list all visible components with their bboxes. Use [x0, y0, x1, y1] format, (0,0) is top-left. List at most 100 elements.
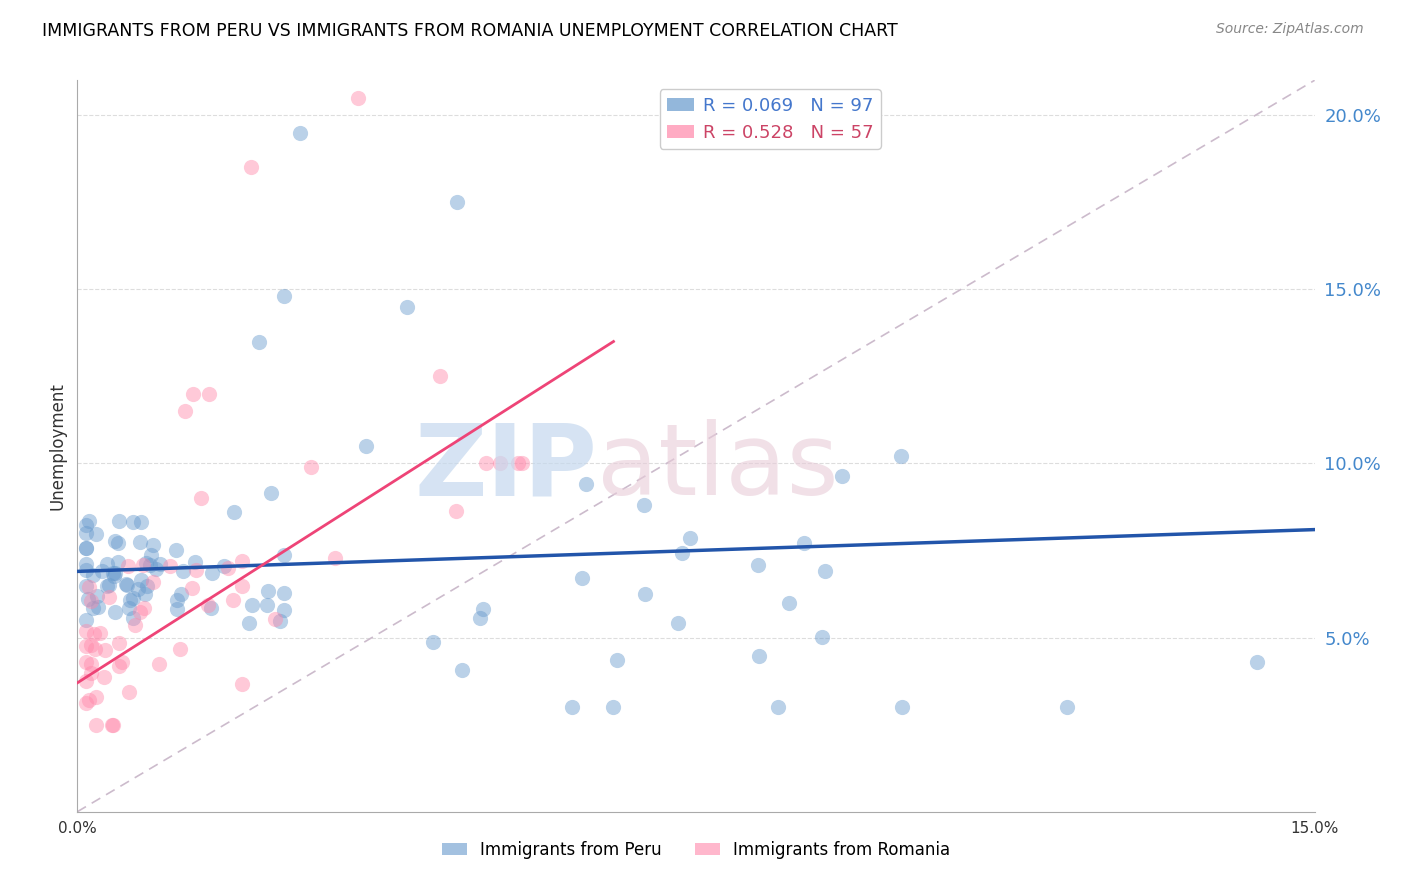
Immigrants from Peru: [602, 700, 624, 714]
Immigrants from Romania: [190, 491, 212, 506]
Immigrants from Peru: [101, 566, 124, 581]
Immigrants from Peru: [165, 542, 187, 557]
Immigrants from Romania: [117, 685, 139, 699]
Immigrants from Peru: [831, 469, 853, 483]
Immigrants from Romania: [198, 386, 221, 401]
Immigrants from Romania: [98, 591, 121, 605]
Immigrants from Romania: [181, 386, 204, 401]
Immigrants from Peru: [256, 598, 278, 612]
Immigrants from Peru: [86, 589, 108, 603]
Immigrants from Romania: [80, 657, 103, 672]
Immigrants from Peru: [127, 582, 149, 596]
Immigrants from Peru: [273, 603, 295, 617]
Immigrants from Peru: [172, 564, 194, 578]
Immigrants from Peru: [77, 514, 100, 528]
Immigrants from Peru: [82, 600, 104, 615]
Immigrants from Romania: [231, 579, 253, 593]
Immigrants from Peru: [768, 700, 790, 714]
Immigrants from Peru: [200, 600, 222, 615]
Immigrants from Peru: [91, 565, 114, 579]
Immigrants from Romania: [506, 457, 529, 471]
Immigrants from Romania: [80, 666, 103, 681]
Immigrants from Peru: [747, 558, 769, 572]
Immigrants from Peru: [86, 600, 108, 615]
Immigrants from Romania: [75, 655, 97, 669]
Immigrants from Romania: [264, 612, 287, 626]
Immigrants from Romania: [325, 551, 347, 566]
Immigrants from Peru: [129, 573, 152, 587]
Immigrants from Romania: [231, 677, 253, 691]
Immigrants from Romania: [80, 594, 103, 608]
Immigrants from Peru: [212, 559, 235, 574]
Immigrants from Peru: [269, 614, 291, 628]
Immigrants from Peru: [139, 548, 162, 562]
Immigrants from Romania: [129, 605, 152, 619]
Immigrants from Peru: [472, 602, 495, 616]
Immigrants from Romania: [429, 369, 451, 384]
Immigrants from Peru: [634, 587, 657, 601]
Immigrants from Peru: [575, 477, 598, 491]
Immigrants from Peru: [75, 613, 97, 627]
Immigrants from Romania: [124, 618, 146, 632]
Immigrants from Peru: [134, 587, 156, 601]
Immigrants from Peru: [170, 586, 193, 600]
Immigrants from Peru: [561, 700, 583, 714]
Immigrants from Romania: [142, 574, 165, 589]
Immigrants from Romania: [77, 580, 100, 594]
Immigrants from Peru: [184, 555, 207, 569]
Immigrants from Peru: [633, 498, 655, 512]
Immigrants from Peru: [115, 578, 138, 592]
Immigrants from Romania: [132, 558, 155, 572]
Immigrants from Romania: [299, 459, 322, 474]
Immigrants from Peru: [240, 599, 263, 613]
Immigrants from Peru: [224, 505, 246, 519]
Immigrants from Romania: [446, 504, 468, 518]
Immigrants from Romania: [83, 627, 105, 641]
Immigrants from Peru: [104, 533, 127, 548]
Immigrants from Peru: [128, 535, 150, 549]
Immigrants from Romania: [181, 581, 204, 595]
Immigrants from Peru: [571, 571, 593, 585]
Immigrants from Peru: [811, 630, 834, 644]
Immigrants from Peru: [76, 592, 98, 607]
Immigrants from Peru: [606, 652, 628, 666]
Immigrants from Peru: [273, 585, 295, 599]
Immigrants from Romania: [111, 655, 134, 669]
Immigrants from Peru: [288, 126, 311, 140]
Immigrants from Peru: [75, 541, 97, 555]
Immigrants from Peru: [891, 700, 914, 714]
Immigrants from Romania: [75, 639, 97, 653]
Immigrants from Peru: [121, 591, 143, 605]
Immigrants from Romania: [80, 639, 103, 653]
Immigrants from Peru: [107, 514, 129, 528]
Immigrants from Romania: [148, 657, 170, 671]
Text: atlas: atlas: [598, 419, 838, 516]
Immigrants from Romania: [346, 91, 368, 105]
Immigrants from Peru: [115, 576, 138, 591]
Immigrants from Romania: [186, 563, 208, 577]
Immigrants from Peru: [75, 526, 97, 541]
Immigrants from Romania: [173, 404, 195, 418]
Immigrants from Peru: [84, 526, 107, 541]
Immigrants from Peru: [96, 557, 118, 571]
Immigrants from Romania: [89, 625, 111, 640]
Immigrants from Peru: [201, 566, 224, 581]
Immigrants from Peru: [793, 536, 815, 550]
Immigrants from Peru: [135, 556, 157, 570]
Immigrants from Romania: [510, 457, 533, 471]
Immigrants from Romania: [134, 600, 156, 615]
Immigrants from Romania: [75, 624, 97, 638]
Immigrants from Romania: [231, 554, 253, 568]
Immigrants from Peru: [166, 602, 188, 616]
Immigrants from Peru: [354, 439, 377, 453]
Immigrants from Romania: [117, 558, 139, 573]
Immigrants from Peru: [1056, 700, 1078, 714]
Immigrants from Peru: [107, 555, 129, 569]
Immigrants from Romania: [93, 670, 115, 684]
Immigrants from Peru: [75, 557, 97, 571]
Legend: Immigrants from Peru, Immigrants from Romania: Immigrants from Peru, Immigrants from Ro…: [434, 834, 957, 865]
Immigrants from Peru: [122, 516, 145, 530]
Immigrants from Peru: [814, 564, 837, 578]
Immigrants from Peru: [679, 531, 702, 545]
Immigrants from Romania: [77, 693, 100, 707]
